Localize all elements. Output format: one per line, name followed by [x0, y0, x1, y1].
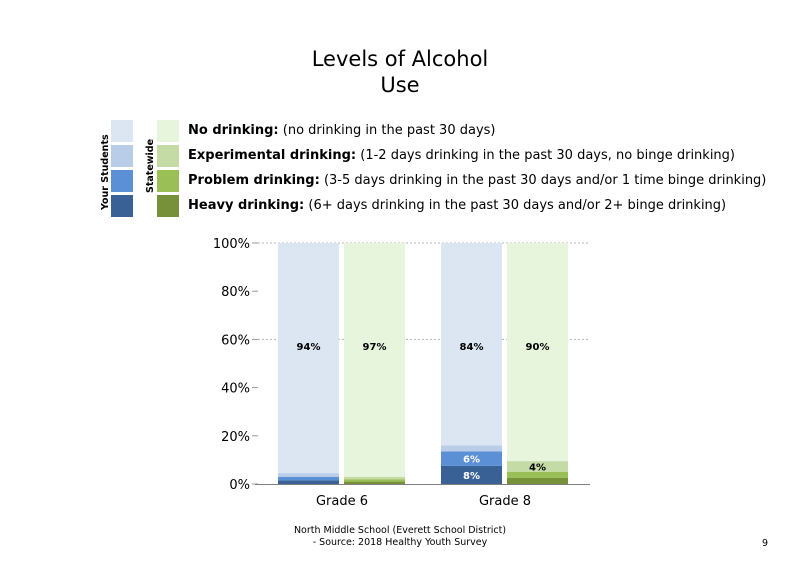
legend-item-desc: (no drinking in the past 30 days) [278, 123, 496, 138]
bar-data-label: 94% [297, 342, 321, 353]
legend-state-swatch-no [157, 120, 179, 142]
bar-segment-heavy [441, 465, 502, 484]
bar-segment-problem [344, 479, 405, 482]
footer-line2: - Source: 2018 Healthy Youth Survey [312, 537, 488, 548]
legend-item-name: Problem drinking: [188, 173, 320, 188]
x-category-label: Grade 6 [316, 494, 368, 509]
footer-source: North Middle School (Everett School Dist… [250, 525, 550, 549]
y-tick-label: 60% [221, 333, 250, 348]
bar-data-label: 84% [460, 342, 484, 353]
legend-item-name: No drinking: [188, 123, 279, 138]
bar-segment-experimental [278, 473, 339, 477]
legend-your-swatch-no [111, 120, 133, 142]
x-category-label: Grade 8 [479, 494, 531, 509]
legend-item-experimental-drinking: Experimental drinking: (1-2 days drinkin… [188, 148, 735, 164]
bar-data-label: 8% [463, 471, 480, 482]
bar-segment-experimental [441, 445, 502, 452]
bar-segment-experimental [344, 476, 405, 480]
bar-segment-heavy [344, 481, 405, 484]
legend-state-swatch-experimental [157, 145, 179, 167]
y-tick-label: 80% [221, 285, 250, 300]
chart-title-line2: Use [380, 73, 420, 97]
legend-your-swatch-heavy [111, 195, 133, 217]
bar-data-label: 97% [363, 342, 387, 353]
legend-your-swatch-problem [111, 170, 133, 192]
legend-your-swatch-experimental [111, 145, 133, 167]
bar-segment-no [507, 243, 568, 462]
legend-state-swatch-heavy [157, 195, 179, 217]
bar-segment-no [441, 243, 502, 446]
footer-line1: North Middle School (Everett School Dist… [293, 525, 507, 536]
bar-segment-no [344, 243, 405, 477]
legend-item-name: Experimental drinking: [188, 148, 357, 163]
bar-segment-problem [278, 476, 339, 481]
legend-item-problem-drinking: Problem drinking: (3-5 days drinking in … [188, 173, 766, 189]
y-tick-label: 100% [213, 237, 250, 252]
y-tick-label: 0% [229, 478, 250, 493]
legend-item-desc: (3-5 days drinking in the past 30 days a… [319, 173, 767, 188]
legend-item-desc: (6+ days drinking in the past 30 days an… [304, 198, 727, 213]
bar-segment-problem [507, 471, 568, 478]
legend-item-no-drinking: No drinking: (no drinking in the past 30… [188, 123, 495, 139]
legend-item-name: Heavy drinking: [188, 198, 305, 213]
y-tick-label: 20% [221, 430, 250, 445]
bar-data-label: 90% [526, 342, 550, 353]
bar-segment-no [278, 243, 339, 474]
bar-data-label: 6% [463, 455, 480, 466]
bar-segment-heavy [278, 480, 339, 484]
bar-data-label: 4% [529, 463, 546, 474]
legend-item-heavy-drinking: Heavy drinking: (6+ days drinking in the… [188, 198, 726, 214]
chart-title: Levels of Alcohol Use [250, 46, 550, 98]
chart-title-line1: Levels of Alcohol [311, 47, 489, 71]
bar-segment-heavy [507, 477, 568, 484]
bar-segment-experimental [507, 461, 568, 472]
legend-item-desc: (1-2 days drinking in the past 30 days, … [356, 148, 735, 163]
bar-segment-problem [441, 451, 502, 466]
page-number: 9 [762, 538, 769, 549]
y-tick-label: 40% [221, 382, 250, 397]
legend-state-swatch-problem [157, 170, 179, 192]
